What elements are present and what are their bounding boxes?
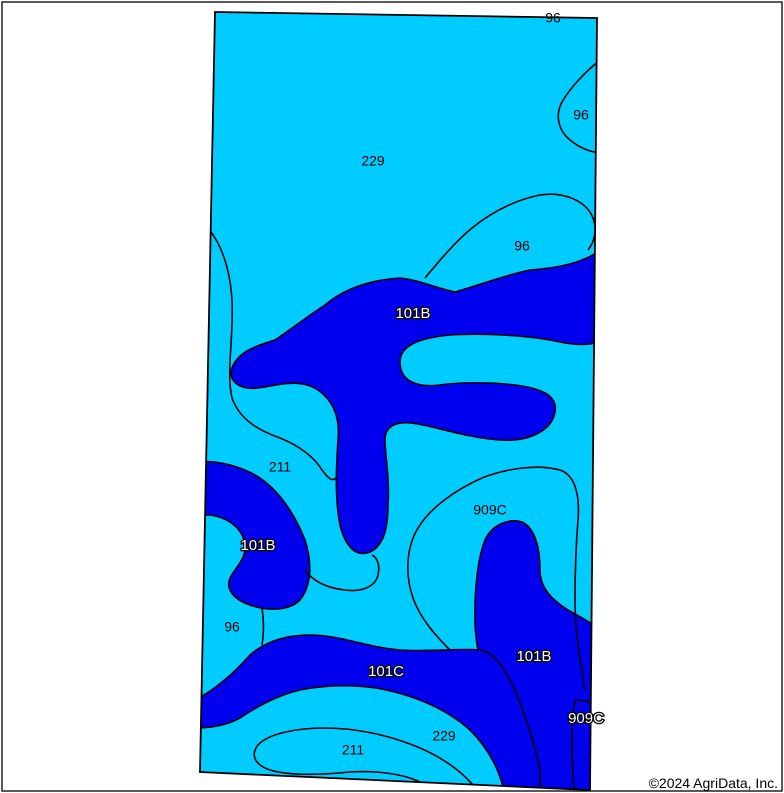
soil-boundary-211-left bbox=[207, 227, 337, 481]
soil-label-96-mid: 96 bbox=[514, 238, 530, 254]
soil-label-101b-right: 101B bbox=[516, 648, 551, 665]
soil-boundary-96-topright bbox=[557, 59, 597, 153]
soil-polygon-101b-center bbox=[230, 248, 597, 555]
soil-boundary-211-lower bbox=[304, 554, 380, 592]
soil-label-96-top: 96 bbox=[545, 10, 561, 26]
soil-label-96-right: 96 bbox=[573, 107, 589, 123]
soil-label-211-left: 211 bbox=[269, 459, 292, 475]
soil-boundary-96-mid bbox=[424, 193, 596, 279]
soil-polygon-101c bbox=[200, 634, 541, 790]
soil-boundary-909c-loop bbox=[407, 466, 586, 691]
soil-label-101c: 101C bbox=[368, 663, 404, 680]
soil-label-96-left: 96 bbox=[224, 619, 240, 635]
soil-polygon-101b-left bbox=[200, 460, 311, 610]
field-outline bbox=[199, 11, 598, 791]
soil-label-229-top: 229 bbox=[361, 153, 385, 169]
soil-label-909c-center: 909C bbox=[473, 502, 506, 518]
soil-label-101b-center: 101B bbox=[395, 305, 430, 322]
soil-boundary-211-bottom bbox=[253, 727, 481, 790]
soil-label-909c-right: 909C bbox=[568, 710, 604, 727]
copyright-text: ©2024 AgriData, Inc. bbox=[648, 775, 778, 791]
soil-label-229-bottom: 229 bbox=[432, 728, 456, 744]
soil-label-101b-left: 101B bbox=[240, 537, 275, 554]
soil-label-211-bottom: 211 bbox=[342, 742, 365, 758]
soil-boundary-96-left bbox=[261, 607, 265, 646]
